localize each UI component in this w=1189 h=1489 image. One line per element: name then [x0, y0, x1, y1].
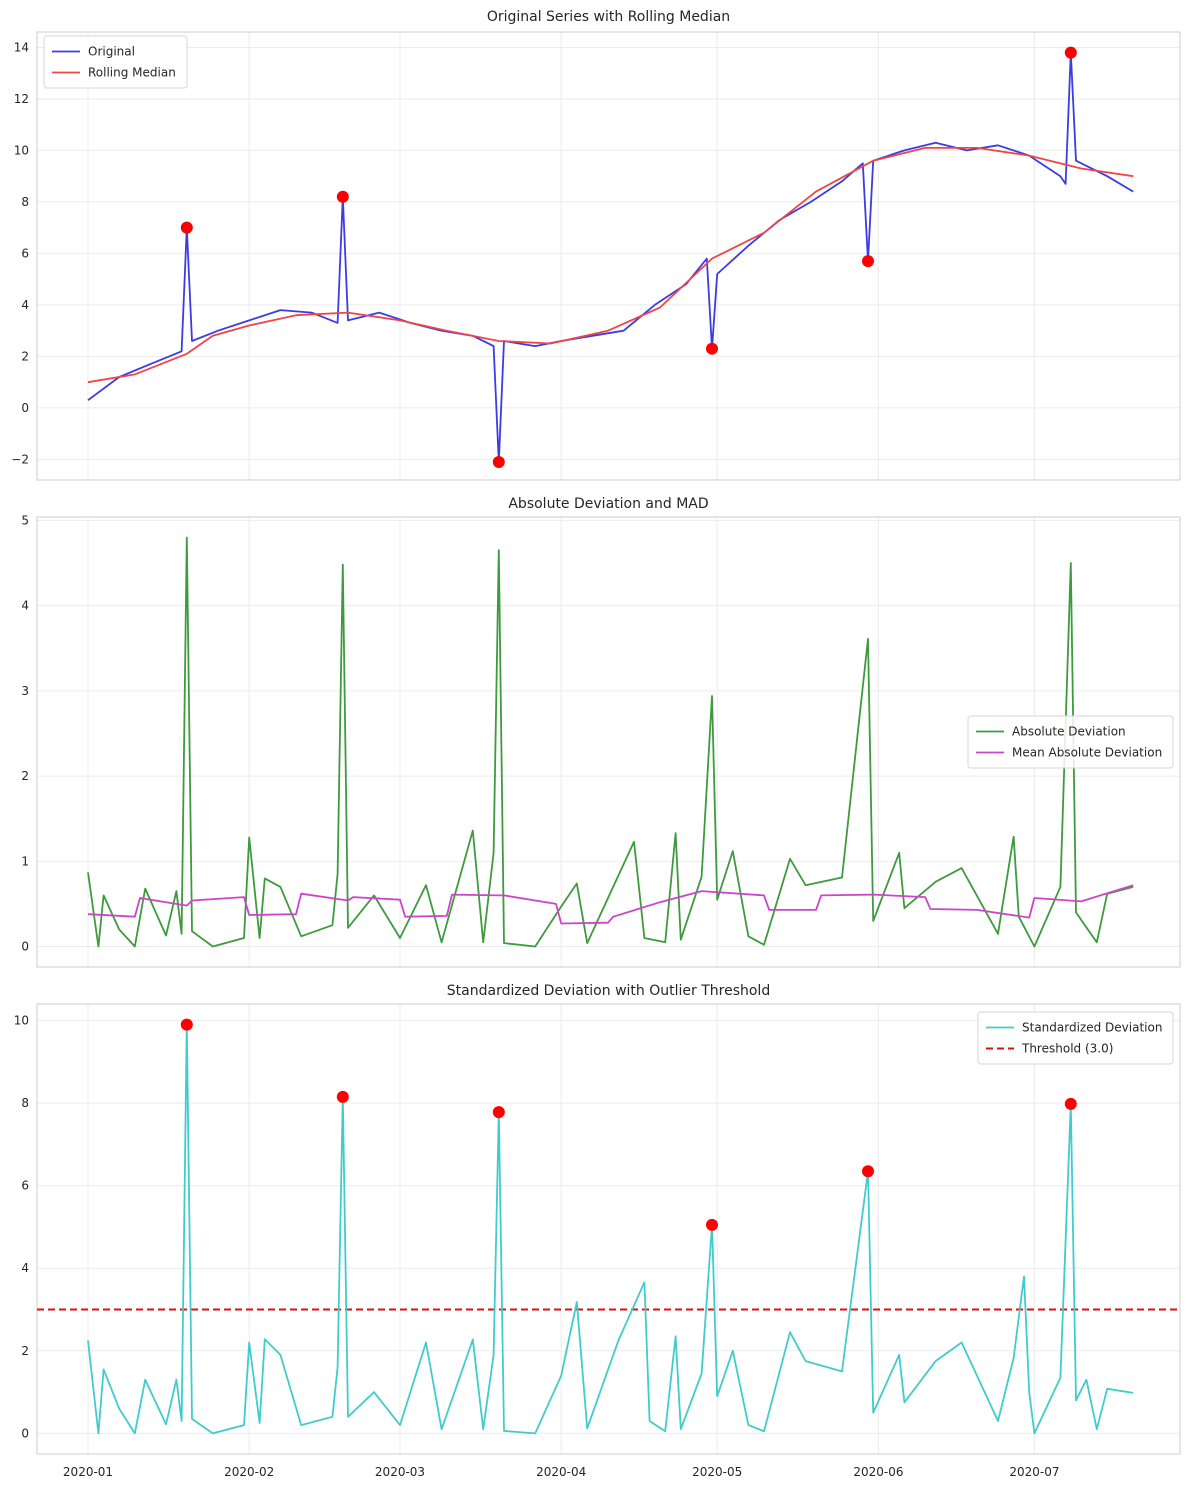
outlier-marker: [862, 1165, 874, 1178]
x-tick-label: 2020-06: [853, 1465, 903, 1479]
axes-frame: [36, 516, 1181, 968]
outlier-marker: [336, 190, 349, 203]
y-tick-label: 4: [21, 599, 29, 613]
y-tick-label: 14: [14, 40, 29, 54]
y-tick-label: 2: [21, 1344, 29, 1358]
y-tick-label: 5: [21, 513, 29, 527]
y-tick-label: 3: [21, 684, 29, 698]
y-tick-label: 2: [21, 349, 29, 363]
legend-label: Threshold (3.0): [1021, 1042, 1113, 1056]
series-line-2: [87, 884, 1134, 925]
legend: Absolute Deviation Mean Absolute Deviatio…: [967, 715, 1174, 769]
chart-title: Original Series with Rolling Median: [487, 9, 730, 25]
axes-frame: [36, 31, 1181, 481]
y-tick-label: 8: [21, 195, 29, 209]
legend-label: Absolute Deviation: [1012, 725, 1126, 739]
legend: Original Rolling Median: [43, 35, 188, 89]
y-tick-label: 4: [21, 1261, 29, 1275]
y-tick-label: 2: [21, 769, 29, 783]
outlier-marker: [180, 1018, 193, 1031]
panel-3: Standardized Deviation with Outlier Thre…: [14, 983, 1181, 1479]
y-tick-label: −2: [11, 452, 29, 466]
axes-frame: [36, 1003, 1181, 1455]
y-tick-label: 6: [21, 1179, 29, 1193]
legend-box: [967, 715, 1174, 769]
y-tick-label: 12: [14, 92, 29, 106]
x-tick-label: 2020-03: [375, 1465, 425, 1479]
y-tick-label: 8: [21, 1096, 29, 1110]
legend-label: Mean Absolute Deviation: [1012, 746, 1162, 760]
outlier-marker: [180, 221, 193, 234]
outlier-marker: [706, 342, 718, 355]
legend-box: [977, 1011, 1174, 1065]
gridlines: [37, 1004, 1180, 1454]
y-tick-label: 6: [21, 246, 29, 260]
legend: Standardized Deviation Threshold (3.0): [977, 1011, 1174, 1065]
x-tick-label: 2020-07: [1009, 1465, 1059, 1479]
y-tick-label: 10: [14, 1014, 29, 1028]
y-tick-label: 1: [21, 854, 29, 868]
series-line-1: [87, 536, 1134, 948]
panel-1: Original Series with Rolling Median −2 0 2 4…: [11, 9, 1181, 481]
x-tick-label: 2020-05: [692, 1465, 742, 1479]
legend-label: Rolling Median: [88, 66, 176, 80]
outlier-marker: [862, 255, 874, 268]
series-line-2: [87, 146, 1134, 384]
outlier-marker: [1064, 46, 1077, 59]
y-tick-label: 0: [21, 401, 29, 415]
outlier-marker: [492, 455, 505, 468]
panel-2: Absolute Deviation and MAD 0 1 2 3 4 5 Absolute…: [21, 496, 1181, 968]
outlier-marker: [1064, 1097, 1077, 1110]
series-line-1: [87, 1023, 1134, 1435]
outlier-marker: [336, 1090, 349, 1103]
x-tick-label: 2020-02: [224, 1465, 274, 1479]
outlier-marker: [706, 1218, 718, 1231]
legend-label: Standardized Deviation: [1022, 1021, 1162, 1035]
outlier-marker: [492, 1106, 505, 1119]
gridlines: [37, 32, 1180, 480]
gridlines: [37, 517, 1180, 967]
x-tick-label: 2020-01: [63, 1465, 113, 1479]
y-tick-label: 4: [21, 298, 29, 312]
chart-title: Absolute Deviation and MAD: [508, 496, 708, 512]
x-tick-label: 2020-04: [536, 1465, 586, 1479]
y-tick-label: 0: [21, 1426, 29, 1440]
y-tick-label: 10: [14, 143, 29, 157]
y-tick-label: 0: [21, 940, 29, 954]
legend-box: [43, 35, 188, 89]
series-line-1: [87, 51, 1134, 463]
chart-title: Standardized Deviation with Outlier Thre…: [447, 983, 770, 999]
legend-label: Original: [88, 45, 135, 59]
